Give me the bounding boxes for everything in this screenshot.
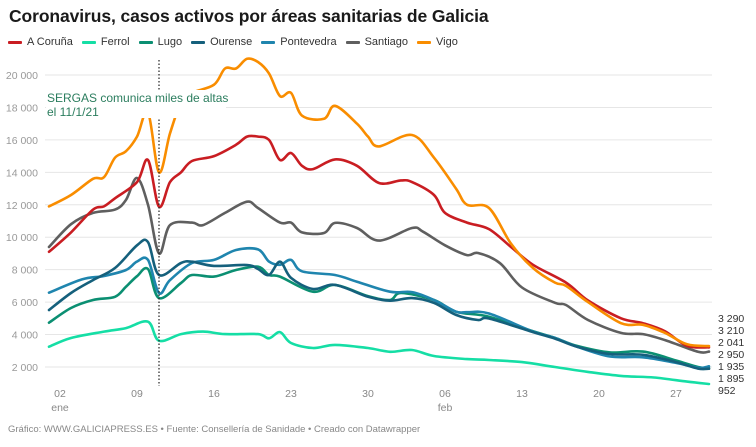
y-tick-label: 10 000 [6,232,38,244]
legend-label: Ferrol [100,36,130,48]
legend-swatch [191,40,206,44]
legend-item-a-coruna: A Coruña [8,36,73,48]
x-tick-label: 06 [439,388,451,400]
series-line-a-coruna [47,134,711,349]
y-tick-label: 16 000 [6,135,38,147]
x-tick-label: 09 [131,388,143,400]
y-tick-label: 6 000 [12,297,38,309]
y-tick-label: 18 000 [6,102,38,114]
end-value-label: 3 290 [718,313,744,325]
legend-label: Ourense [210,36,253,48]
legend: A Coruña Ferrol Lugo Ourense Pontevedra … [8,36,458,48]
x-tick-label: 20 [593,388,605,400]
y-tick-label: 12 000 [6,200,38,212]
x-tick-label: 30 [362,388,374,400]
x-tick-sublabel: feb [438,402,453,414]
x-tick-label: 02 [54,388,66,400]
chart-title: Coronavirus, casos activos por áreas san… [9,6,489,26]
legend-swatch [345,40,360,44]
legend-label: A Coruña [27,36,73,48]
end-value-label: 1 935 [718,361,744,373]
end-value-label: 952 [718,385,736,397]
y-tick-label: 8 000 [12,265,38,277]
end-value-label: 2 041 [718,337,744,349]
annotation-text: SERGAS comunica miles de altas [47,91,228,105]
x-tick-label: 16 [208,388,220,400]
x-tick-sublabel: ene [51,402,69,414]
end-value-label: 1 895 [718,373,744,385]
series-line-ourense [47,238,711,371]
legend-swatch [261,40,276,44]
legend-swatch [81,40,96,44]
footer-credits: Gráfico: WWW.GALICIAPRESS.ES • Fuente: C… [8,424,421,435]
legend-label: Vigo [436,36,458,48]
legend-swatch [417,40,431,44]
series-line-santiago [47,176,711,354]
legend-label: Pontevedra [280,36,337,48]
line-chart: 2 000 4 000 6 000 8 000 10 000 12 000 14 000 16… [6,57,744,414]
legend-label: Lugo [157,36,183,48]
annotation-background [46,90,226,118]
series-line-ferrol [47,320,711,386]
x-tick-label: 27 [670,388,682,400]
legend-item-vigo: Vigo [417,36,458,48]
x-tick-label: 23 [285,388,297,400]
y-tick-label: 14 000 [6,167,38,179]
end-value-label: 3 210 [718,325,744,337]
legend-swatch [138,40,153,44]
legend-label: Santiago [364,36,408,48]
legend-item-santiago: Santiago [345,36,408,48]
y-tick-label: 4 000 [12,330,38,342]
legend-item-ferrol: Ferrol [81,36,130,48]
x-tick-label: 13 [516,388,528,400]
y-tick-label: 2 000 [12,362,38,374]
legend-item-lugo: Lugo [138,36,183,48]
annotation-text: el 11/1/21 [47,105,99,119]
end-value-label: 2 950 [718,349,744,361]
y-tick-label: 20 000 [6,70,38,82]
legend-item-ourense: Ourense [191,36,252,48]
legend-item-pontevedra: Pontevedra [261,36,337,48]
legend-swatch [8,40,22,44]
